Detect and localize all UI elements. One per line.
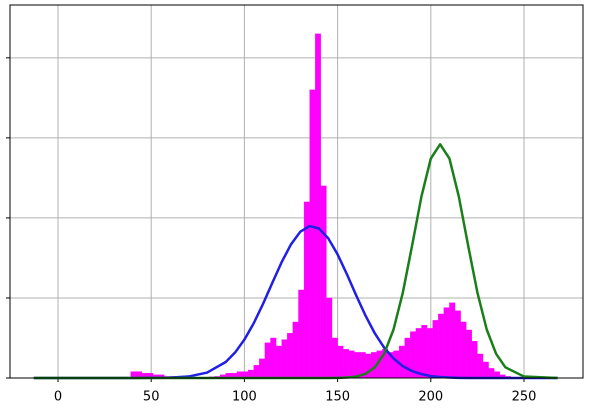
histogram-bar [421, 325, 428, 379]
histogram-bar [320, 185, 327, 379]
histogram-bar [281, 339, 288, 379]
histogram-bar [426, 328, 433, 379]
plot-frame [9, 4, 584, 379]
histogram-bar [477, 353, 484, 379]
histogram-bar [292, 321, 299, 379]
x-tick-label: 0 [54, 390, 62, 405]
histogram-bar [275, 345, 282, 379]
x-tick-label: 50 [143, 390, 160, 405]
histogram-bar [398, 345, 405, 379]
histogram-bar [415, 328, 422, 379]
histogram-bar [270, 337, 277, 379]
histogram-bar [443, 307, 450, 379]
histogram-bar [460, 321, 467, 379]
x-tick-label: 200 [418, 390, 443, 405]
histogram-bar [482, 361, 489, 379]
histogram-bar [298, 289, 305, 379]
histogram-bar [343, 349, 349, 379]
histogram-bar [466, 329, 472, 379]
histogram-bar [471, 341, 478, 379]
histogram-bar [264, 342, 271, 379]
x-tick-label: 100 [232, 390, 257, 405]
histogram-bar [326, 297, 333, 379]
histogram-bar [259, 358, 266, 379]
histogram-bar [354, 352, 361, 379]
histogram-bar [393, 350, 400, 379]
histogram-bar [315, 33, 321, 379]
histogram-bar [449, 302, 456, 379]
x-tick-label: 250 [512, 390, 537, 405]
histogram-bar [348, 350, 355, 379]
histogram-bar [438, 313, 445, 379]
histogram-bar [488, 368, 495, 379]
histogram-bar [287, 333, 294, 379]
histogram-bar [253, 365, 260, 379]
histogram-bar [454, 310, 461, 379]
histogram-bar [432, 320, 439, 379]
histogram-bar [331, 337, 338, 379]
x-tick-label: 150 [325, 390, 350, 405]
histogram-bar [309, 89, 316, 379]
histogram-bar [337, 345, 344, 379]
histogram-bar [404, 337, 411, 379]
